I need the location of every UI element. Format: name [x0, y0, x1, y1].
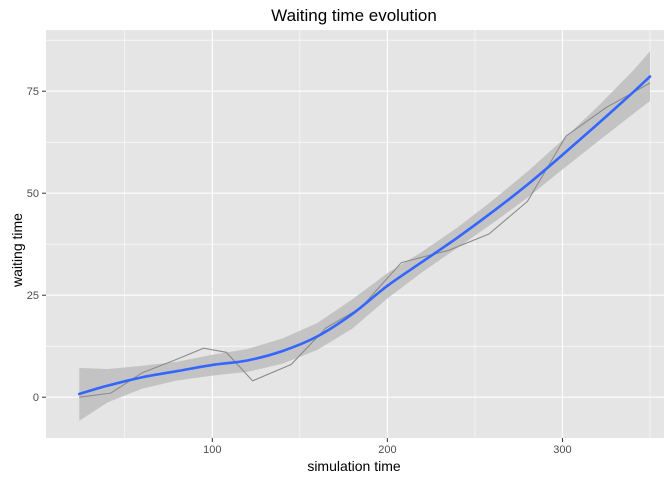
- x-tick-label: 300: [553, 444, 571, 456]
- y-tick-label: 0: [33, 392, 39, 404]
- chart-title: Waiting time evolution: [271, 6, 437, 25]
- grid: [46, 30, 664, 438]
- y-axis-title: waiting time: [9, 213, 25, 288]
- axes: 100 200 300 0 25 50 75: [27, 86, 572, 456]
- x-tick-label: 100: [203, 444, 221, 456]
- confidence-ribbon: [79, 51, 650, 421]
- y-tick-label: 50: [27, 188, 39, 200]
- x-axis-title: simulation time: [307, 458, 401, 474]
- smooth-series-line: [77, 75, 652, 396]
- y-tick-label: 75: [27, 86, 39, 98]
- x-tick-label: 200: [378, 444, 396, 456]
- data-layer: [77, 51, 652, 421]
- y-tick-label: 25: [27, 290, 39, 302]
- raw-series-line: [79, 82, 651, 398]
